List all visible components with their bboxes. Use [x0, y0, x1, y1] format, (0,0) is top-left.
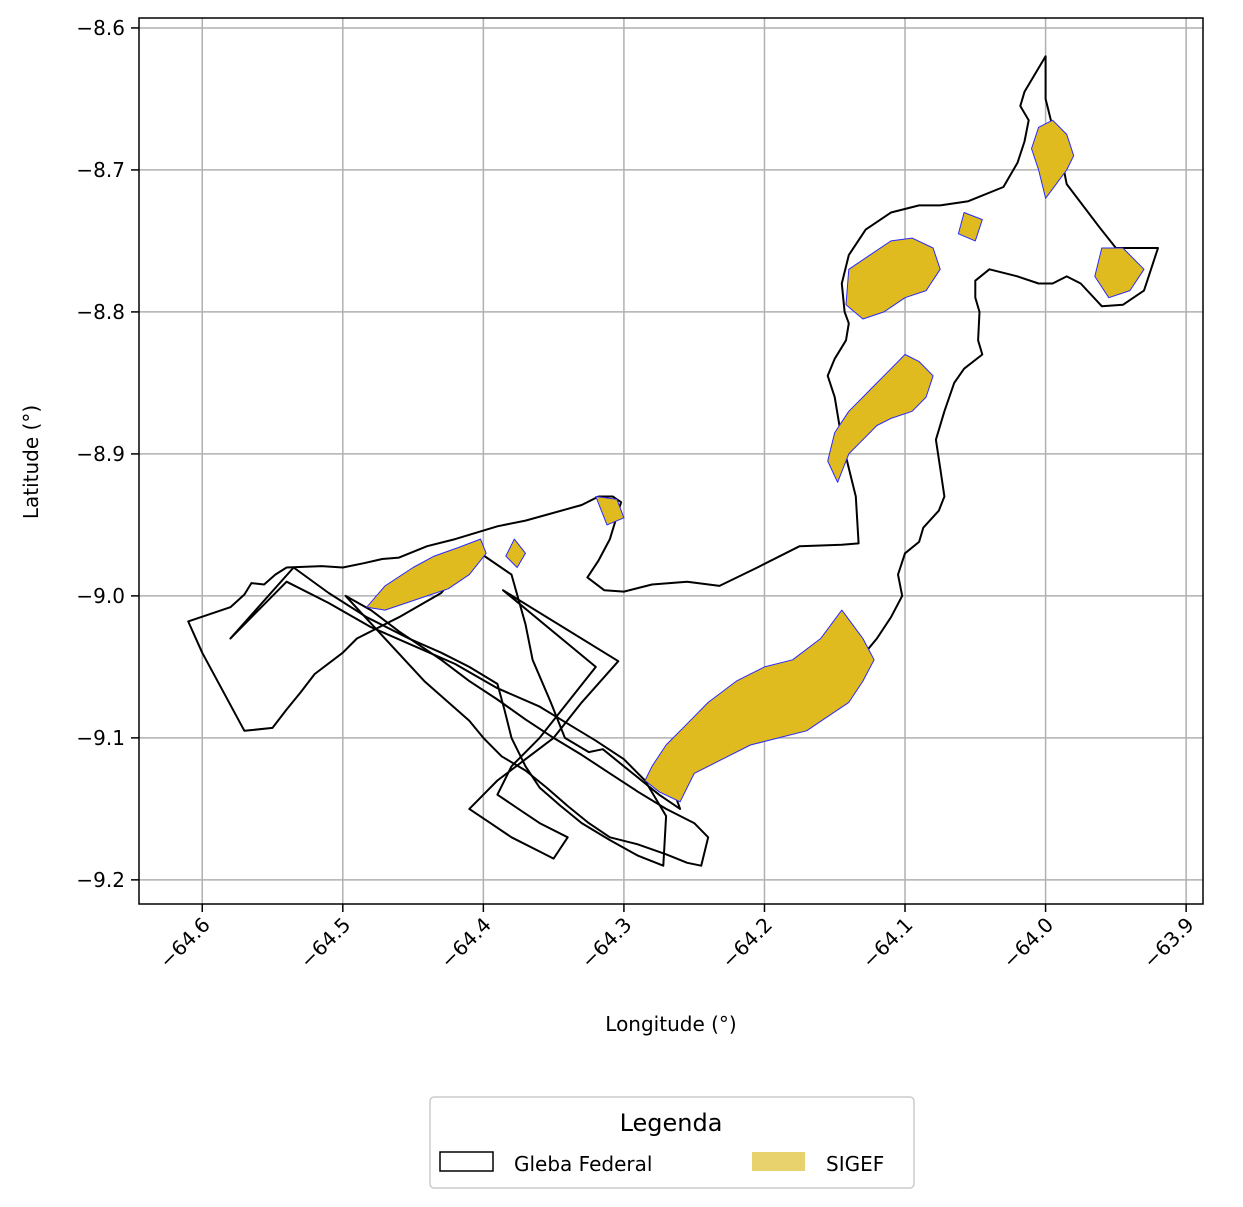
sigef-parcel-polygon — [1031, 119, 1075, 199]
y-tick-label: −9.1 — [76, 726, 125, 750]
legend: Legenda Gleba Federal SIGEF — [429, 1096, 915, 1189]
sigef-parcel-polygon — [505, 538, 526, 568]
legend-swatch-gleba-federal — [439, 1151, 494, 1172]
y-tick-label: −9.0 — [76, 584, 125, 608]
y-axis-ticks: −8.6 −8.7 −8.8 −8.9 −9.0 −9.1 −9.2 — [76, 16, 139, 892]
sigef-parcel-polygon — [827, 354, 934, 483]
sigef-parcel-polygon — [845, 237, 941, 320]
gleba-federal-layer — [187, 55, 1159, 867]
y-tick-label: −8.6 — [76, 16, 125, 40]
grid-lines — [139, 18, 1203, 904]
sigef-parcel-polygon — [957, 212, 983, 242]
sigef-parcel-polygon — [644, 609, 875, 803]
x-axis-ticks: −64.6 −64.5 −64.4 −64.3 −64.2 −64.1 −64.0 −63.9 — [154, 904, 1199, 973]
gleba-federal-polygon — [229, 566, 668, 867]
x-axis-label: Longitude (°) — [605, 1012, 736, 1036]
legend-label-gleba-federal: Gleba Federal — [514, 1152, 652, 1176]
x-tick-label: −64.1 — [857, 913, 917, 973]
gleba-federal-polygon — [468, 589, 620, 860]
plot-frame — [138, 17, 1204, 905]
x-tick-label: −64.5 — [295, 913, 355, 973]
y-tick-label: −8.7 — [76, 158, 125, 182]
x-tick-label: −64.6 — [154, 913, 214, 973]
gleba-federal-polygon — [187, 55, 1159, 810]
y-axis-label: Latitude (°) — [19, 405, 43, 519]
sigef-parcel-polygon — [366, 538, 487, 611]
x-tick-label: −64.0 — [998, 913, 1058, 973]
legend-swatch-sigef — [752, 1152, 805, 1171]
legend-title: Legenda — [620, 1109, 723, 1137]
x-tick-label: −64.3 — [576, 913, 636, 973]
sigef-parcel-polygon — [595, 496, 625, 526]
legend-label-sigef: SIGEF — [826, 1152, 884, 1176]
x-tick-label: −64.2 — [717, 913, 777, 973]
sigef-parcel-polygon — [1094, 247, 1145, 299]
x-tick-label: −64.4 — [436, 913, 496, 973]
y-tick-label: −8.8 — [76, 300, 125, 324]
y-tick-label: −8.9 — [76, 442, 125, 466]
x-tick-label: −63.9 — [1138, 913, 1198, 973]
sigef-layer — [366, 119, 1145, 803]
y-tick-label: −9.2 — [76, 868, 125, 892]
